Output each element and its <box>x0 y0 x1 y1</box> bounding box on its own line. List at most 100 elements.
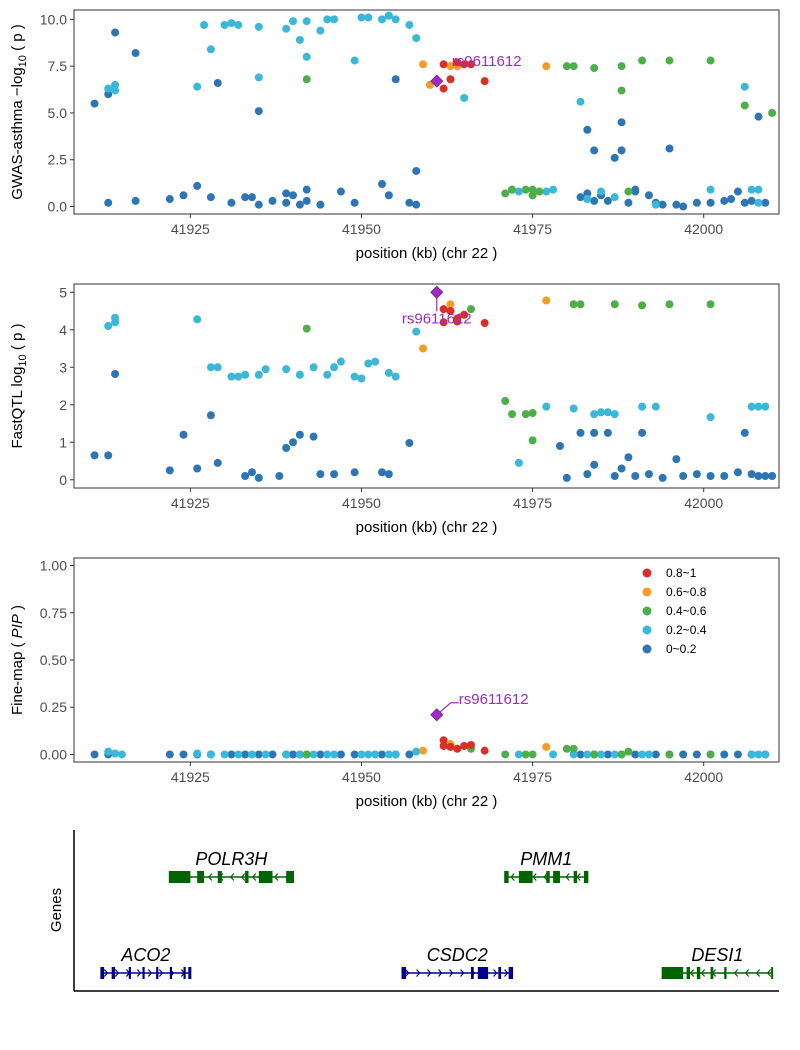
gwas-data-point <box>542 187 551 196</box>
fastqtl-xtick-label: 41950 <box>342 495 381 511</box>
finemap-lead-snp-label: rs9611612 <box>459 691 529 708</box>
finemap-data-point <box>193 749 202 758</box>
legend-swatch <box>642 606 652 616</box>
strand-arrow <box>158 969 164 977</box>
finemap-data-point <box>665 750 674 759</box>
fastqtl-data-point <box>569 404 578 413</box>
exon-block <box>686 967 691 979</box>
gwas-data-point <box>104 90 113 99</box>
fastqtl-data-point <box>193 315 202 324</box>
gwas-data-point <box>706 198 715 207</box>
finemap-data-point <box>761 750 770 759</box>
strand-arrow <box>744 969 750 977</box>
fastqtl-data-point <box>590 460 599 469</box>
finemap-data-point <box>323 750 332 759</box>
fastqtl-lead-snp-marker <box>430 285 444 299</box>
fastqtl-data-point <box>90 451 99 460</box>
gwas-data-point <box>391 15 400 24</box>
gwas-data-point <box>569 62 578 71</box>
fastqtl-ytick-label: 4 <box>59 322 67 338</box>
fastqtl-ytick-label: 0 <box>59 472 67 488</box>
gwas-data-point <box>740 198 749 207</box>
finemap-data-point <box>289 750 298 759</box>
gwas-data-point <box>624 187 633 196</box>
finemap-data-point <box>514 750 523 759</box>
strand-arrow <box>755 969 761 977</box>
exon-block <box>553 871 560 883</box>
gwas-data-point <box>658 200 667 209</box>
genes-y-axis-label: Genes <box>48 888 65 932</box>
finemap-data-point <box>692 750 701 759</box>
exon-block <box>724 967 727 979</box>
strand-arrow <box>427 969 432 977</box>
fastqtl-data-point <box>706 413 715 422</box>
gwas-data-point <box>562 62 571 71</box>
exon-block <box>197 871 205 883</box>
gwas-data-point <box>754 198 763 207</box>
fastqtl-data-point <box>761 402 770 411</box>
gwas-data-point <box>706 185 715 194</box>
gwas-data-point <box>254 107 263 116</box>
finemap-data-point <box>610 750 619 759</box>
exon-block <box>470 967 474 979</box>
fastqtl-data-point <box>597 408 606 417</box>
gwas-data-point <box>282 24 291 33</box>
fastqtl-data-point <box>384 470 393 479</box>
gwas-data-point <box>111 86 120 95</box>
gene-csdc2: CSDC2 <box>401 945 514 979</box>
fastqtl-data-point <box>446 300 455 309</box>
fastqtl-data-point <box>384 368 393 377</box>
strand-arrow <box>460 969 465 977</box>
strand-arrow <box>438 969 443 977</box>
gwas-data-point <box>131 49 140 58</box>
gwas-data-point <box>111 80 120 89</box>
gwas-data-point <box>391 75 400 84</box>
finemap-ytick-label: 0.25 <box>40 699 67 715</box>
fastqtl-data-point <box>371 357 380 366</box>
fastqtl-data-point <box>330 363 339 372</box>
gwas-data-point <box>378 180 387 189</box>
legend-label: 0~0.2 <box>666 642 697 656</box>
legend-label: 0.4~0.6 <box>666 604 707 618</box>
gene-pmm1: PMM1 <box>504 849 589 883</box>
finemap-data-point <box>206 750 215 759</box>
gwas-data-point <box>576 193 585 202</box>
gwas-data-point <box>323 15 332 24</box>
fastqtl-data-point <box>275 472 284 480</box>
gwas-xtick-label: 42000 <box>684 221 723 237</box>
gwas-data-point <box>672 200 681 209</box>
fastqtl-data-point <box>740 428 749 437</box>
fastqtl-data-point <box>658 473 667 482</box>
fastqtl-data-point <box>679 472 688 480</box>
fastqtl-data-point <box>638 402 647 411</box>
fastqtl-data-point <box>542 402 551 411</box>
legend-label: 0.2~0.4 <box>666 623 707 637</box>
finemap-data-point <box>521 750 530 759</box>
fastqtl-data-point <box>480 319 489 327</box>
gwas-ytick-label: 0.0 <box>48 199 68 215</box>
finemap-data-point <box>542 742 551 751</box>
finemap-xtick-label: 42000 <box>684 769 723 785</box>
gwas-data-point <box>213 78 222 87</box>
fastqtl-data-point <box>624 453 633 462</box>
gwas-data-point <box>302 75 311 84</box>
finemap-data-point <box>460 741 469 750</box>
gwas-data-point <box>624 198 633 207</box>
finemap-data-point <box>412 747 421 756</box>
gwas-data-point <box>768 108 777 117</box>
gwas-data-point <box>364 13 373 22</box>
strand-arrow <box>565 873 570 881</box>
fastqtl-data-point <box>295 430 304 439</box>
gwas-data-point <box>754 185 763 194</box>
finemap-data-point <box>453 744 462 753</box>
gwas-data-point <box>193 181 202 190</box>
gwas-data-point <box>378 15 387 24</box>
gene-name-label: PMM1 <box>520 849 572 869</box>
fastqtl-data-point <box>295 370 304 379</box>
strand-arrow <box>405 969 410 977</box>
exon-block <box>169 871 191 883</box>
gwas-data-point <box>754 112 763 121</box>
finemap-data-point <box>754 750 763 759</box>
fastqtl-data-point <box>576 428 585 437</box>
fastqtl-data-point <box>206 411 215 420</box>
